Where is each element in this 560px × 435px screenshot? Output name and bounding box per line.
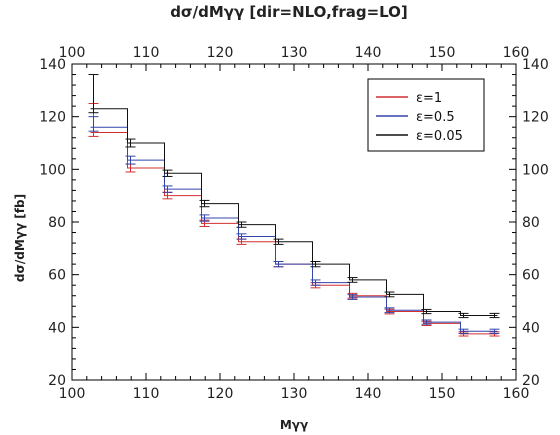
- x-tick-label-top: 160: [503, 45, 530, 61]
- x-tick-label: 140: [355, 386, 382, 402]
- x-tick-label-top: 130: [281, 45, 308, 61]
- y-axis-label: dσ/dMγγ [fb]: [13, 194, 27, 282]
- y-tick-label-right: 40: [522, 320, 540, 336]
- legend: ε=1 ε=0.5 ε=0.05: [367, 78, 485, 152]
- chart-title: dσ/dMγγ [dir=NLO,frag=LO]: [170, 3, 408, 21]
- y-tick-label-right: 20: [522, 373, 540, 389]
- y-tick-label: 120: [39, 110, 66, 126]
- x-tick-label: 120: [207, 386, 234, 402]
- x-tick-label: 160: [503, 386, 530, 402]
- x-tick-label: 150: [429, 386, 456, 402]
- legend-label: ε=1: [416, 91, 442, 106]
- legend-label: ε=0.05: [416, 129, 463, 144]
- y-tick-label-right: 80: [522, 215, 540, 231]
- y-tick-label-right: 120: [522, 110, 549, 126]
- y-tick-label-right: 100: [522, 162, 549, 178]
- series-step-line: [90, 108, 498, 316]
- y-tick-label: 60: [48, 268, 66, 284]
- axis-ticks: 1001001101101201201301301401401501501601…: [39, 45, 548, 402]
- y-tick-label: 40: [48, 320, 66, 336]
- series-2: [88, 116, 500, 334]
- y-tick-label: 80: [48, 215, 66, 231]
- legend-box: [367, 78, 485, 152]
- x-tick-label: 130: [281, 386, 308, 402]
- series-step-line: [90, 126, 498, 332]
- y-tick-label-right: 140: [522, 57, 549, 73]
- series-step-line: [90, 131, 498, 335]
- y-tick-label-right: 60: [522, 268, 540, 284]
- series-layer: [88, 74, 500, 337]
- x-tick-label-top: 150: [429, 45, 456, 61]
- x-tick-label-top: 120: [207, 45, 234, 61]
- y-tick-label: 100: [39, 162, 66, 178]
- y-tick-label: 140: [39, 57, 66, 73]
- x-axis-label: Mγγ: [280, 418, 308, 432]
- series-3: [88, 74, 500, 319]
- legend-label: ε=0.5: [416, 110, 455, 125]
- x-tick-label-top: 110: [133, 45, 160, 61]
- y-tick-label: 20: [48, 373, 66, 389]
- x-tick-label: 100: [59, 386, 86, 402]
- plot-frame: [71, 63, 517, 381]
- x-tick-label: 110: [133, 386, 160, 402]
- x-tick-label-top: 100: [59, 45, 86, 61]
- x-tick-label-top: 140: [355, 45, 382, 61]
